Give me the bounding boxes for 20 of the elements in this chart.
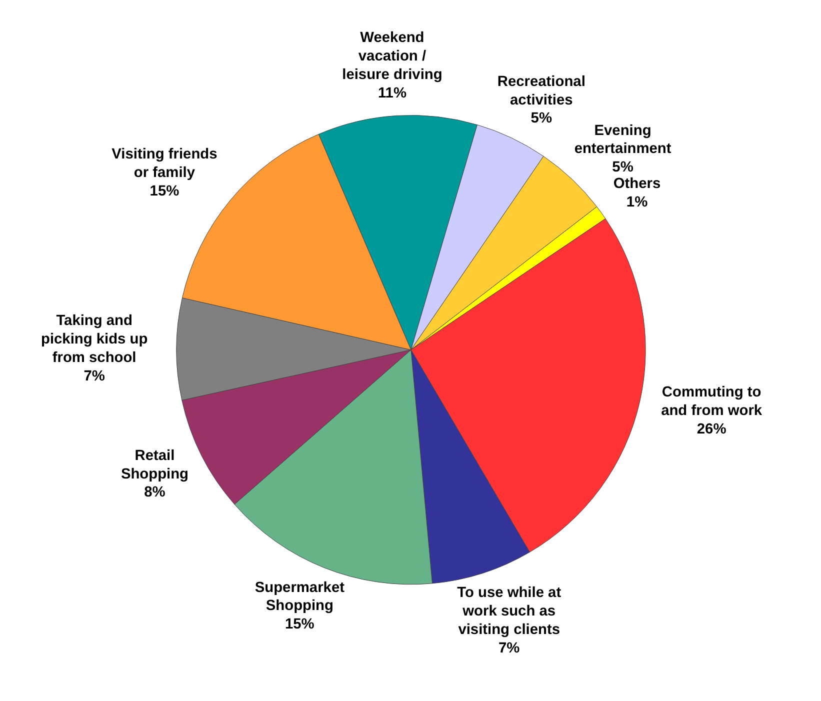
- slice-label: Retail Shopping: [120, 448, 189, 482]
- slice-label: Taking and picking kids up from school: [40, 313, 148, 366]
- data-label: 7%: [498, 640, 520, 656]
- data-label: 8%: [144, 484, 166, 501]
- slice-label: Weekend vacation / leisure driving: [342, 30, 442, 83]
- slice-label: To use while at work such as visiting clients: [457, 585, 562, 638]
- data-label: 1%: [626, 194, 648, 210]
- data-label: 11%: [378, 85, 406, 102]
- data-label: 7%: [84, 368, 105, 384]
- slice-label: Recreational activities: [497, 74, 586, 108]
- slice-label: Others: [613, 176, 661, 192]
- data-label: 5%: [612, 160, 634, 176]
- data-label: 26%: [696, 421, 726, 438]
- data-label: 15%: [150, 183, 180, 200]
- slice-label: Evening entertainment: [574, 122, 672, 158]
- data-label: 15%: [285, 616, 314, 633]
- slice-label: Visiting friends or family: [112, 146, 218, 182]
- slice-label: Supermarket Shopping: [254, 580, 345, 614]
- slice-label: Commuting to and from work: [661, 384, 763, 420]
- data-label: 5%: [530, 110, 552, 127]
